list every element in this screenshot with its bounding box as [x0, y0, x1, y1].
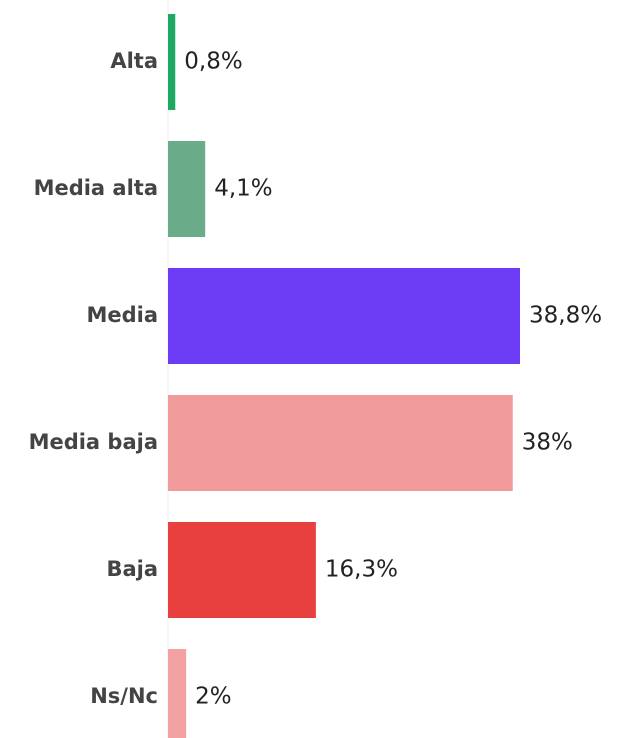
category-label: Alta — [110, 49, 158, 73]
bar — [168, 522, 316, 618]
category-label: Media — [86, 303, 158, 327]
bar — [168, 395, 513, 491]
category-label: Media alta — [34, 176, 158, 200]
category-label: Baja — [106, 557, 158, 581]
category-label: Ns/Nc — [90, 684, 158, 708]
bar — [168, 268, 520, 364]
value-label: 38% — [522, 430, 573, 456]
value-label: 16,3% — [325, 557, 398, 583]
category-label: Media baja — [29, 430, 158, 454]
bar — [168, 649, 187, 738]
value-label: 2% — [195, 684, 232, 710]
value-label: 4,1% — [214, 176, 272, 202]
value-label: 0,8% — [184, 49, 242, 75]
bar — [168, 14, 176, 110]
bar — [168, 141, 206, 237]
value-label: 38,8% — [529, 303, 602, 329]
